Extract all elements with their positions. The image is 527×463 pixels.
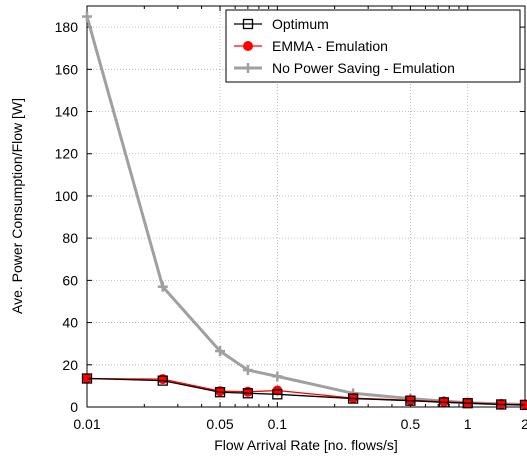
- y-tick-label: 160: [55, 61, 79, 77]
- data-point-series-3: [242, 365, 253, 376]
- plot-frame: [86, 5, 526, 408]
- data-point-series-3: [157, 281, 168, 292]
- x-tick-label: 0.01: [73, 416, 100, 432]
- data-point-series-3: [272, 371, 283, 382]
- legend-marker-1: [242, 18, 254, 30]
- data-point-series-1: [347, 393, 359, 404]
- x-tick-label: 0.1: [268, 416, 288, 432]
- y-tick-label: 100: [55, 188, 79, 204]
- data-point-series-3: [215, 346, 226, 357]
- legend-marker-2: [243, 41, 253, 51]
- legend-box: [225, 9, 521, 83]
- legend-label-3: No Power Saving - Emulation: [272, 60, 455, 76]
- y-axis-title: Ave. Power Consumption/Flow [W]: [9, 98, 25, 314]
- data-point-series-3: [82, 11, 92, 22]
- y-tick-label: 20: [62, 357, 78, 373]
- y-tick-label: 180: [55, 19, 79, 35]
- data-point-series-1: [272, 389, 283, 400]
- data-point-series-1: [157, 375, 168, 386]
- series-line-1: [86, 377, 526, 406]
- data-point-series-1: [214, 387, 226, 398]
- y-tick-label: 140: [55, 104, 79, 120]
- x-tick-label: 0.05: [206, 416, 233, 432]
- x-axis-title: Flow Arrival Rate [no. flows/s]: [214, 437, 398, 453]
- data-point-series-1: [242, 388, 254, 399]
- series-group: [81, 11, 527, 411]
- x-tick-label: 0.5: [401, 416, 421, 432]
- x-tick-label: 1: [464, 416, 472, 432]
- y-tick-label: 80: [62, 230, 78, 246]
- legend-label-2: EMMA - Emulation: [272, 38, 388, 54]
- legend-marker-3: [243, 63, 253, 73]
- data-point-series-1: [438, 397, 450, 408]
- data-point-series-1: [405, 395, 416, 406]
- data-point-series-1: [519, 399, 527, 411]
- y-tick-label: 40: [62, 315, 78, 331]
- x-tick-label: 2: [521, 416, 527, 432]
- data-point-series-1: [81, 373, 93, 384]
- data-point-series-1: [462, 398, 473, 409]
- data-point-series-1: [496, 399, 507, 410]
- legend: Optimum EMMA - Emulation No Power Saving -…: [225, 9, 521, 83]
- y-tick-label: 120: [55, 146, 79, 162]
- y-tick-label: 60: [62, 272, 78, 288]
- legend-label-1: Optimum: [272, 16, 329, 32]
- y-tick-label: 0: [70, 399, 78, 415]
- axis-ticks: 0 20 40 60 80 100 120 140 160 180 0.01 0.05 0.1 0.5 1 2: [55, 6, 527, 432]
